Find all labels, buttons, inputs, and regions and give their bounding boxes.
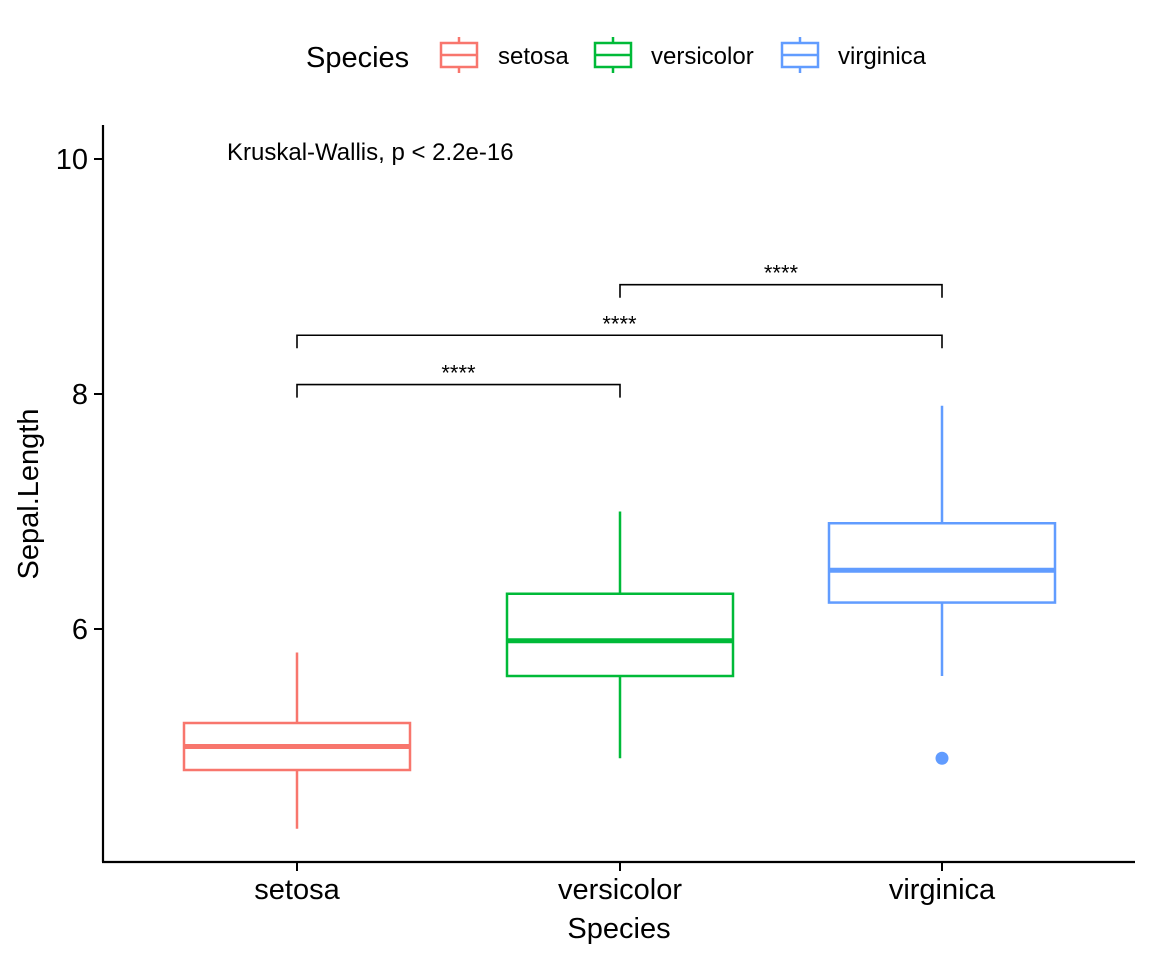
box-setosa (182, 652, 412, 829)
box-versicolor (505, 511, 735, 759)
legend-entry-versicolor: versicolor (593, 37, 754, 73)
bracket-line (296, 383, 621, 398)
comparison-bracket: **** (296, 361, 621, 398)
comparison-bracket: **** (296, 311, 943, 349)
box-virginica (827, 405, 1057, 765)
box-body (505, 592, 735, 678)
x-axis-title: Species (567, 913, 670, 945)
bracket-line (619, 283, 943, 298)
significance-label: **** (602, 311, 637, 336)
legend-entry-virginica: virginica (780, 37, 927, 73)
y-axis-title: Sepal.Length (13, 409, 45, 580)
x-tick-label: versicolor (558, 874, 682, 906)
y-tick-label: 6 (72, 614, 88, 646)
significance-label: **** (764, 261, 799, 286)
legend-label: versicolor (651, 43, 754, 70)
legend-label: setosa (498, 43, 569, 70)
y-tick-label: 8 (72, 379, 88, 411)
legend: Species setosa versicolor virginica (306, 37, 927, 74)
y-tick-label: 10 (56, 144, 88, 176)
legend-title: Species (306, 42, 409, 74)
bracket-line (296, 334, 943, 349)
kruskal-wallis-annotation: Kruskal-Wallis, p < 2.2e-16 (227, 139, 514, 166)
x-tick-label: virginica (889, 874, 996, 906)
outlier-point (935, 751, 949, 765)
comparison-bracket: **** (619, 261, 943, 298)
legend-label: virginica (838, 43, 927, 70)
legend-entry-setosa: setosa (439, 37, 569, 73)
box-body (827, 522, 1057, 604)
x-tick-label: setosa (254, 874, 340, 906)
significance-label: **** (441, 361, 476, 386)
